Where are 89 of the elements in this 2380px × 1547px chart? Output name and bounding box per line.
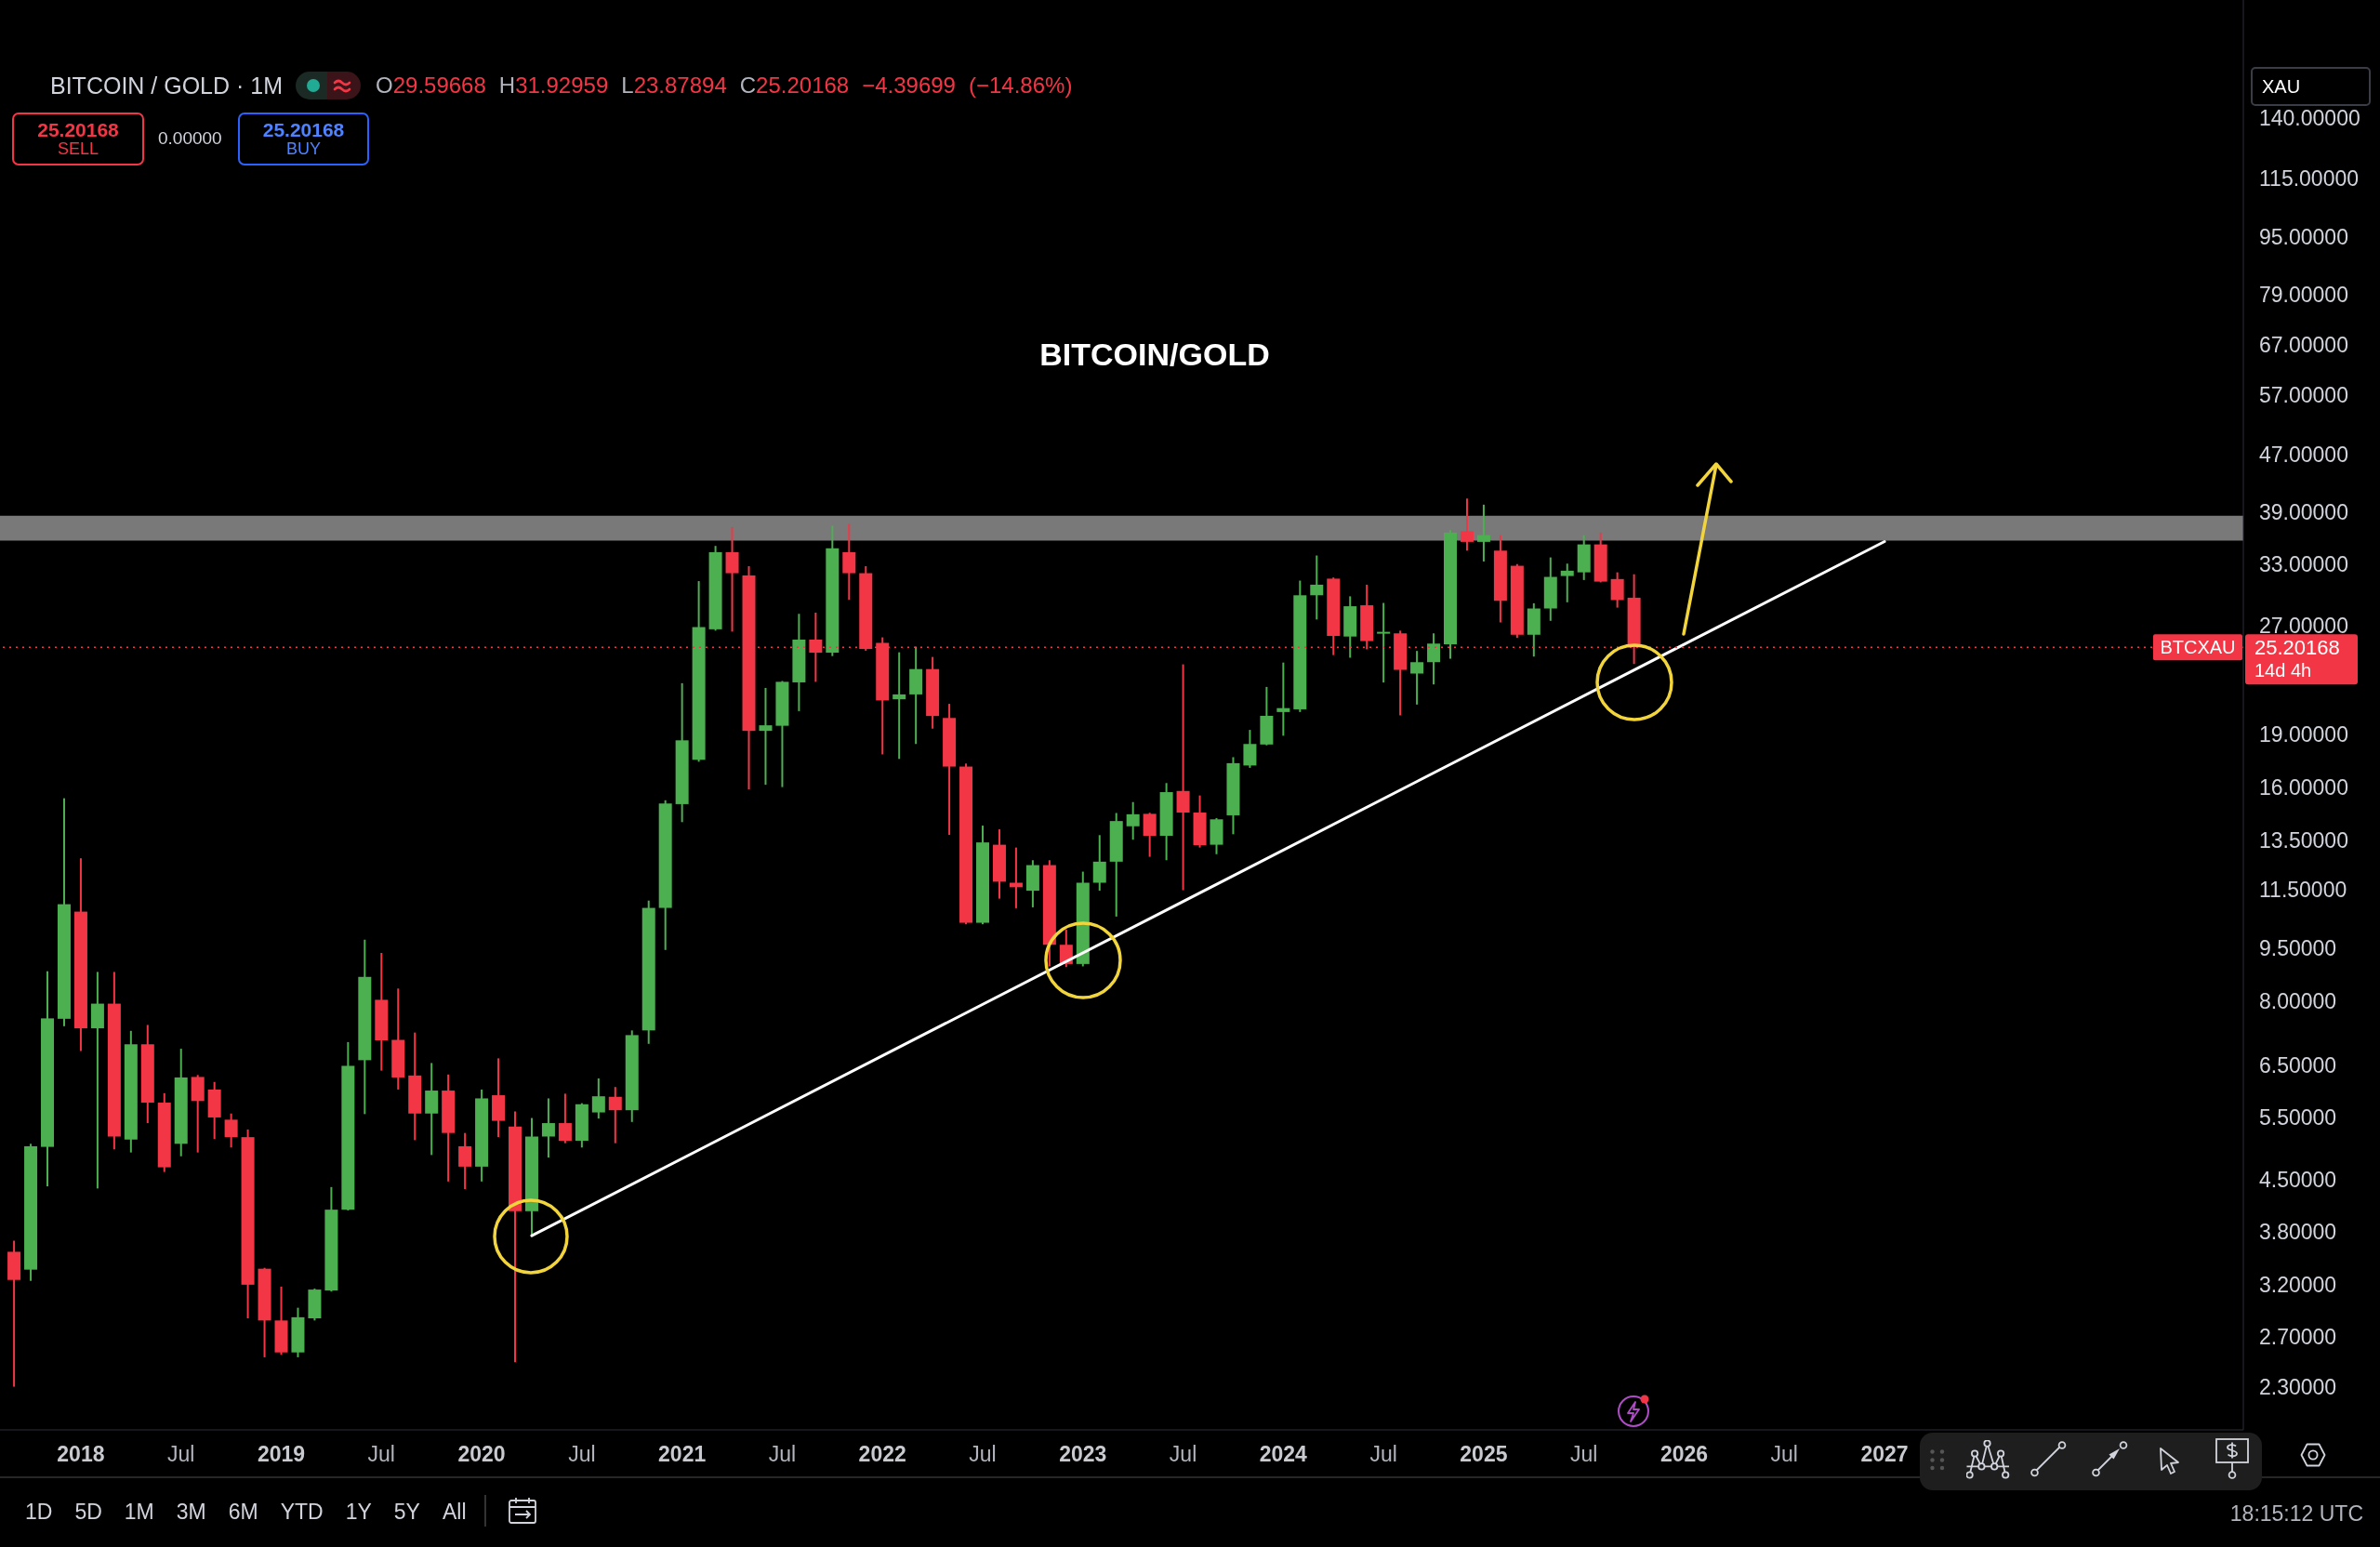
text: 1D (25, 1499, 53, 1525)
candlestick (591, 1078, 605, 1120)
text: 5Y (393, 1499, 420, 1525)
y-tick-label: 8.00000 (2259, 989, 2337, 1014)
x-tick-label: Jul (969, 1442, 997, 1466)
text: 1M (124, 1499, 154, 1525)
candlestick (608, 1086, 622, 1144)
text: All (442, 1499, 467, 1525)
candlestick (759, 686, 773, 787)
y-tick-label: 2.70000 (2259, 1325, 2337, 1350)
candlestick (1310, 554, 1324, 621)
y-tick-label: 3.80000 (2259, 1219, 2337, 1244)
candlestick (458, 1131, 472, 1191)
x-tick-label: 2020 (457, 1442, 506, 1466)
x-tick-label: Jul (1369, 1442, 1397, 1466)
candlestick (1243, 729, 1257, 769)
x-tick-label: 2018 (57, 1442, 105, 1466)
text: 5D (74, 1499, 102, 1525)
candlestick (541, 1097, 555, 1159)
candlestick (1560, 562, 1574, 603)
y-tick-label: 4.50000 (2259, 1167, 2337, 1192)
candlestick (558, 1092, 572, 1144)
x-tick-label: Jul (1169, 1442, 1197, 1466)
candlestick (892, 651, 906, 760)
text: BITCOIN/GOLD (1038, 336, 1271, 374)
candlestick (1377, 602, 1391, 684)
x-tick-label: 2021 (658, 1442, 707, 1466)
y-tick-label: 11.50000 (2259, 877, 2347, 902)
y-tick-label: 115.00000 (2259, 166, 2360, 192)
candlestick (1460, 497, 1474, 552)
text: YTD (280, 1499, 324, 1525)
y-tick-label: 19.00000 (2259, 722, 2348, 747)
text: 6M (228, 1499, 258, 1525)
x-tick-label: 2026 (1659, 1442, 1709, 1466)
candlestick (1176, 663, 1190, 892)
y-tick-label: 140.00000 (2259, 105, 2360, 130)
x-tick-label: Jul (768, 1442, 797, 1466)
y-tick-label: 57.00000 (2259, 383, 2348, 408)
annotation: 25.20168 (37, 119, 119, 141)
candlestick (725, 525, 739, 633)
annotation: SELL (57, 139, 99, 159)
x-tick-label: Jul (1570, 1442, 1598, 1466)
candlestick (1092, 834, 1106, 892)
ref-line-label: BTCXAU (2160, 637, 2236, 658)
x-tick-label: Jul (568, 1442, 596, 1466)
text: BITCOIN / GOLD · 1M (50, 72, 284, 99)
x-tick-label: Jul (167, 1442, 195, 1466)
candlestick (1610, 571, 1624, 609)
x-tick-label: 2022 (858, 1442, 906, 1466)
symbol-field: XAU (2251, 67, 2371, 106)
y-tick-label: 16.00000 (2259, 775, 2348, 800)
y-tick-label: 2.30000 (2259, 1374, 2337, 1399)
candlestick (1126, 800, 1140, 841)
candlestick (1143, 812, 1157, 858)
candlestick (90, 971, 104, 1190)
y-tick-label: 6.50000 (2259, 1053, 2337, 1078)
text: 1Y (345, 1499, 372, 1525)
candlestick (1276, 661, 1290, 737)
text: 18:15:12 UTC (2229, 1501, 2363, 1527)
x-tick-label: 2025 (1460, 1442, 1508, 1466)
buy-button: 25.20168 BUY (238, 112, 369, 165)
x-tick-label: 2019 (257, 1442, 306, 1466)
text: 3M (176, 1499, 206, 1525)
x-tick-label: Jul (367, 1442, 395, 1466)
candlestick (1476, 503, 1490, 562)
y-tick-label: 79.00000 (2259, 282, 2348, 307)
x-tick-label: 2024 (1259, 1442, 1308, 1466)
annotation: BUY (285, 139, 321, 159)
annotation: 25.20168 (262, 119, 345, 141)
y-tick-label: 9.50000 (2259, 936, 2337, 961)
candlestick (1410, 650, 1424, 706)
y-tick-label: 5.50000 (2259, 1104, 2337, 1130)
y-tick-label: 95.00000 (2259, 225, 2348, 250)
y-tick-label: 33.00000 (2259, 551, 2348, 576)
y-tick-label: 47.00000 (2259, 443, 2348, 468)
x-tick-label: 2023 (1059, 1442, 1107, 1466)
x-tick-label: 2027 (1860, 1442, 1909, 1466)
text: 14d 4h (2254, 660, 2312, 681)
x-tick-label: Jul (1770, 1442, 1798, 1466)
candlestick (842, 522, 856, 602)
sell-button: 25.20168 SELL (12, 112, 144, 165)
annotation: O29.59668 H31.92959 L23.87894 C25.20168 −4.39699 (−14.86%) (376, 73, 1073, 99)
y-tick-label: 39.00000 (2259, 500, 2348, 525)
y-tick-label: 13.50000 (2259, 827, 2348, 853)
candlestick (1427, 632, 1441, 686)
y-tick-label: 3.20000 (2259, 1272, 2337, 1297)
annotation: 0.00000 (158, 127, 222, 150)
candlestick (224, 1112, 238, 1149)
y-tick-label: 67.00000 (2259, 333, 2348, 358)
